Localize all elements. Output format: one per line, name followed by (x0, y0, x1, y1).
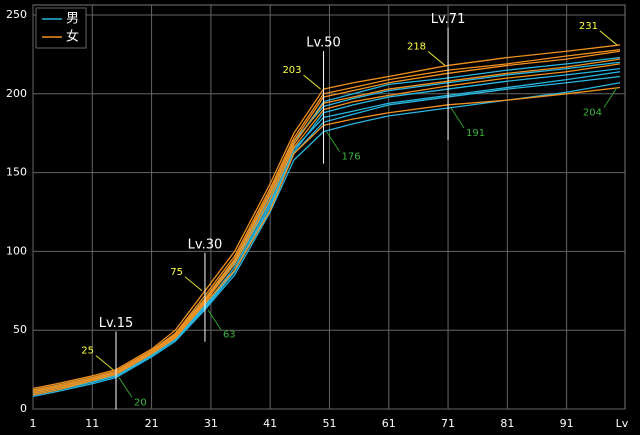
max-leader (303, 74, 321, 90)
min-label: 204 (583, 107, 602, 118)
x-tick-label: 11 (85, 417, 99, 430)
y-tick-label: 150 (6, 166, 27, 179)
min-label: 20 (134, 397, 147, 408)
x-tick-label: 41 (263, 417, 277, 430)
series-line (32, 63, 621, 394)
series-line (32, 49, 621, 391)
level-label: Lv.50 (306, 36, 341, 51)
y-tick-label: 200 (6, 87, 27, 100)
series-line (32, 82, 621, 398)
max-label: 231 (579, 21, 598, 32)
x-tick-label: 31 (204, 417, 218, 430)
min-leader (326, 131, 340, 152)
series-line (32, 58, 621, 393)
min-label: 191 (466, 128, 485, 139)
level-label: Lv.15 (99, 316, 134, 331)
y-tick-label: 0 (20, 402, 27, 415)
series-line (32, 67, 621, 394)
max-label: 25 (81, 346, 94, 357)
series-line (32, 44, 621, 390)
x-tick-label: 91 (560, 417, 574, 430)
y-tick-label: 100 (6, 244, 27, 257)
min-label: 63 (223, 330, 236, 341)
legend-label: 男 (66, 12, 79, 27)
max-label: 203 (282, 65, 301, 76)
level-label: Lv.71 (431, 12, 466, 27)
min-leader (118, 377, 133, 398)
x-tick-label: 1 (30, 417, 37, 430)
legend-box (35, 7, 87, 49)
legend-label: 女 (66, 29, 79, 45)
max-leader (599, 30, 618, 46)
min-leader (207, 309, 222, 330)
x-tick-label: 51 (322, 417, 336, 430)
x-tick-label: 71 (441, 417, 455, 430)
max-leader (184, 276, 203, 292)
max-leader (95, 355, 114, 370)
x-axis-label: Lv (616, 417, 629, 430)
y-tick-label: 50 (13, 323, 27, 336)
x-tick-label: 21 (145, 417, 159, 430)
level-label: Lv.30 (188, 237, 223, 252)
max-leader (427, 51, 446, 66)
min-label: 176 (342, 152, 361, 163)
min-leader (450, 107, 465, 129)
x-tick-label: 61 (382, 417, 396, 430)
x-tick-label: 81 (500, 417, 514, 430)
max-label: 218 (407, 41, 426, 52)
max-label: 75 (170, 267, 183, 278)
min-leader (603, 87, 618, 108)
y-tick-label: 250 (6, 8, 27, 21)
